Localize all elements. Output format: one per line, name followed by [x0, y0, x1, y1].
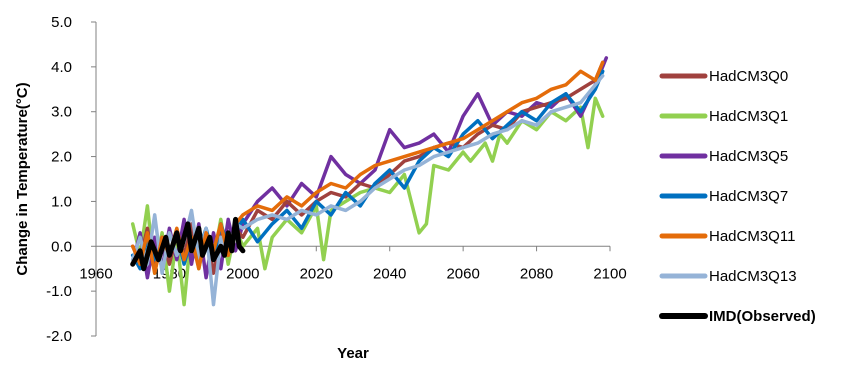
y-tick-label: -2.0 [46, 328, 72, 345]
series-line-hadcm3q11 [130, 60, 605, 275]
legend-label-imd-observed: IMD(Observed) [709, 308, 816, 325]
x-tick-label: 2060 [446, 265, 479, 282]
y-tick-label: 3.0 [51, 104, 72, 121]
series-line-hadcm3q5 [130, 56, 609, 280]
y-tick-label: 5.0 [51, 14, 72, 31]
y-tick-label: 1.0 [51, 193, 72, 210]
legend-label-hadcm3q1: HadCM3Q1 [709, 108, 788, 125]
legend-label-hadcm3q0: HadCM3Q0 [709, 68, 788, 85]
y-tick-label: -1.0 [46, 283, 72, 300]
x-tick-label: 2000 [226, 265, 259, 282]
y-tick-label: 0.0 [51, 238, 72, 255]
legend-label-hadcm3q5: HadCM3Q5 [709, 148, 788, 165]
x-tick-label: 2080 [520, 265, 553, 282]
x-tick-label: 1960 [79, 265, 112, 282]
legend-label-hadcm3q13: HadCM3Q13 [709, 268, 797, 285]
legend-label-hadcm3q11: HadCM3Q11 [709, 228, 795, 245]
series-line-imd-observed [130, 216, 246, 272]
legend-label-hadcm3q7: HadCM3Q7 [709, 188, 788, 205]
x-axis-title: Year [337, 345, 369, 362]
legend: HadCM3Q0 HadCM3Q1 HadCM3Q5 HadCM3Q7 HadCM3Q1… [659, 68, 816, 325]
x-tick-label: 2040 [373, 265, 406, 282]
y-tick-label: 2.0 [51, 149, 72, 166]
x-tick-label: 2020 [300, 265, 333, 282]
x-tick-label: 2100 [593, 265, 626, 282]
y-axis-title: Change in Temperature(°C) [14, 82, 31, 275]
y-tick-label: 4.0 [51, 59, 72, 76]
